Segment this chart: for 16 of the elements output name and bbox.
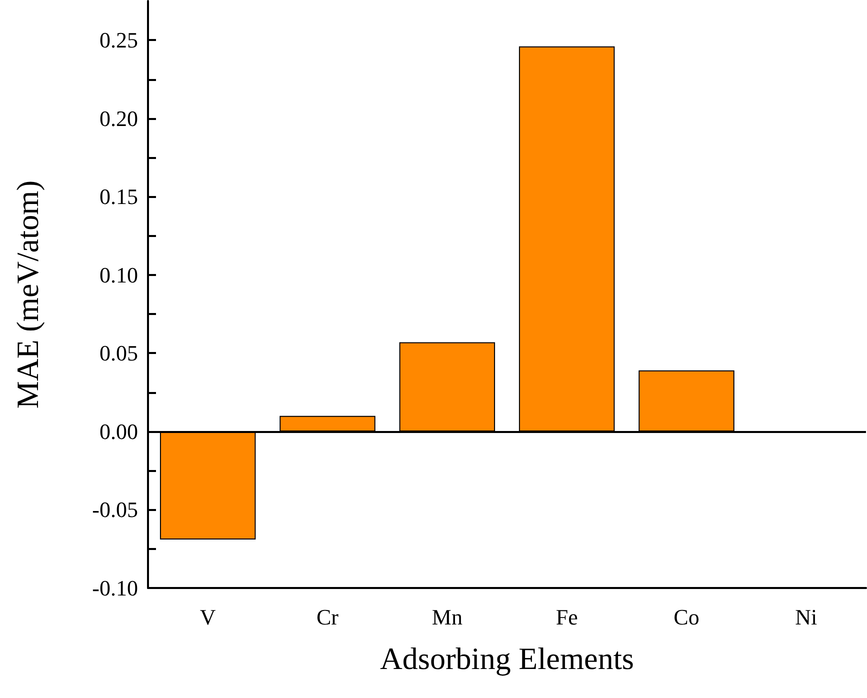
y-tick-label: 0.20: [100, 106, 138, 131]
x-tick-label: Co: [674, 604, 700, 630]
x-tick-label: Ni: [795, 604, 818, 630]
y-tick-label: 0.25: [100, 28, 138, 53]
y-tick-label: 0.10: [100, 262, 138, 288]
y-tick-label: 0.00: [100, 418, 138, 444]
y-tick-label: 0.15: [100, 184, 138, 210]
x-tick-label: Mn: [432, 604, 462, 630]
x-tick-label: Fe: [556, 604, 578, 630]
y-axis-title: MAE (meV/atom): [10, 180, 45, 409]
y-tick-label: 0.05: [100, 340, 138, 366]
x-tick-label: V: [200, 604, 216, 630]
x-tick-label: Cr: [316, 604, 340, 630]
x-axis-title: Adsorbing Elements: [380, 641, 634, 676]
y-tick-label: -0.05: [92, 497, 138, 522]
y-tick-label: -0.10: [92, 576, 138, 600]
